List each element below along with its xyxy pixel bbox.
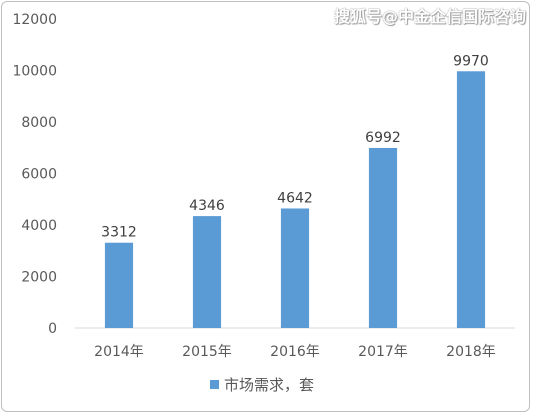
y-tick-label: 2000: [21, 270, 57, 286]
legend-swatch: [210, 380, 219, 389]
x-tick-label: 2017年: [358, 344, 408, 360]
y-tick-label: 0: [48, 321, 57, 337]
bar: [104, 242, 134, 328]
data-label: 4346: [189, 198, 225, 214]
data-label: 4642: [277, 190, 313, 206]
bar: [456, 71, 486, 329]
data-label: 6992: [365, 130, 401, 146]
data-label: 3312: [101, 225, 137, 241]
y-tick-label: 12000: [12, 12, 57, 28]
x-tick-label: 2016年: [270, 344, 320, 360]
x-tick-label: 2014年: [94, 344, 144, 360]
y-tick-label: 6000: [21, 167, 57, 183]
y-tick-label: 8000: [21, 115, 57, 131]
legend-label: 市场需求，套: [224, 376, 314, 394]
y-tick-label: 10000: [12, 64, 57, 80]
bar: [280, 208, 310, 328]
y-tick-label: 4000: [21, 218, 57, 234]
data-label: 9970: [453, 53, 489, 69]
x-tick-label: 2015年: [182, 344, 232, 360]
bar: [368, 147, 398, 328]
watermark: 搜狐号@中金企信国际咨询: [334, 7, 527, 26]
x-tick-label: 2018年: [446, 344, 496, 360]
bar: [192, 216, 222, 328]
